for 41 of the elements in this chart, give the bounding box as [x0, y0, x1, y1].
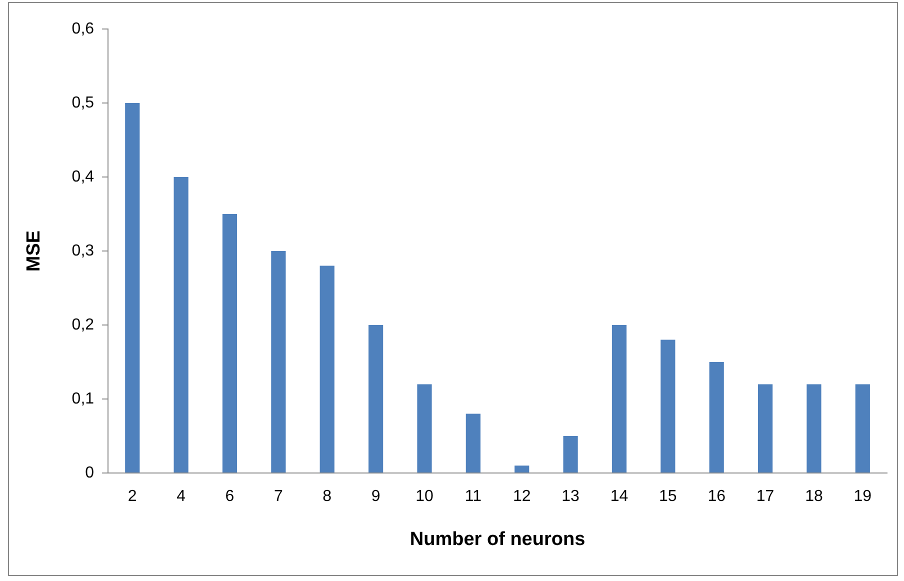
- bar: [514, 466, 530, 472]
- x-tick-label: 13: [562, 488, 580, 506]
- x-tick-label: 6: [225, 488, 234, 506]
- y-tick-label: 0,6: [72, 20, 94, 38]
- bar: [855, 384, 870, 472]
- bar: [368, 325, 384, 472]
- bar: [466, 414, 480, 472]
- bar: [174, 177, 188, 472]
- x-tick-label: 4: [176, 488, 186, 506]
- bar: [222, 214, 238, 472]
- y-tick-label: 0,4: [72, 168, 94, 186]
- x-tick-label: 19: [854, 488, 872, 506]
- bar: [417, 384, 432, 472]
- x-axis-title: Number of neurons: [410, 528, 586, 550]
- x-tick-label: 7: [274, 488, 283, 506]
- y-tick-label: 0,5: [72, 94, 94, 112]
- y-tick-label: 0,3: [72, 242, 94, 260]
- x-tick-label: 8: [322, 488, 332, 506]
- y-tick-label: 0,2: [72, 316, 94, 334]
- bar: [563, 436, 578, 472]
- bar: [320, 266, 334, 472]
- x-tick-label: 2: [128, 488, 137, 506]
- x-tick-label: 17: [756, 488, 774, 506]
- bar: [709, 362, 724, 472]
- x-tick-label: 16: [708, 488, 726, 506]
- bar: [758, 384, 773, 472]
- bar: [806, 384, 822, 472]
- x-tick-label: 14: [610, 488, 628, 506]
- x-tick-label: 12: [512, 488, 531, 506]
- y-tick-label: 0: [85, 464, 94, 482]
- y-tick-label: 0,1: [72, 390, 94, 408]
- bar: [660, 340, 676, 472]
- y-axis-title: MSE: [24, 230, 45, 272]
- x-tick-label: 18: [805, 488, 823, 506]
- bar: [612, 325, 627, 472]
- x-tick-label: 10: [416, 488, 434, 506]
- x-tick-label: 9: [371, 488, 380, 506]
- bar: [271, 251, 286, 472]
- x-tick-label: 15: [659, 488, 677, 506]
- x-tick-label: 11: [464, 488, 482, 506]
- bar: [125, 103, 140, 472]
